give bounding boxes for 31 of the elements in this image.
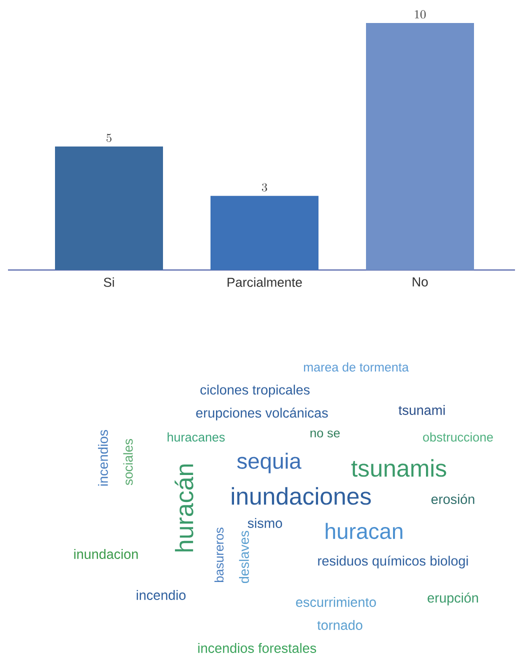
text: inundacion <box>74 549 138 559</box>
text: inundaciones <box>232 487 371 505</box>
x-tick-label: Si <box>104 277 114 287</box>
text: no se <box>310 430 340 438</box>
text: obstruccione <box>423 432 493 442</box>
text: incendios <box>98 430 108 486</box>
text: deslaves <box>239 530 249 584</box>
x-tick-label: No <box>412 277 428 286</box>
text: sequia <box>237 452 302 474</box>
text: erupciones volcánicas <box>196 408 328 420</box>
text: erupción <box>428 592 478 606</box>
text: tsunami <box>398 405 445 415</box>
x-tick-label: Parcialmente <box>228 277 302 287</box>
text: residuos químicos biologi <box>318 556 468 568</box>
text: tsunamis <box>351 459 446 477</box>
data-label: 10 <box>414 10 426 19</box>
text: tornado <box>317 620 362 630</box>
text: huracan <box>326 522 402 540</box>
text: ciclones tropicales <box>200 384 310 398</box>
text: huracanes <box>168 432 225 442</box>
text: escurrimiento <box>296 597 376 607</box>
text: sismo <box>248 518 282 528</box>
data-label: 3 <box>262 183 268 192</box>
text: sociales <box>123 438 133 486</box>
text: incendio <box>136 590 186 600</box>
data-label: 5 <box>106 134 112 142</box>
text: basureros <box>214 528 224 582</box>
text: incendios forestales <box>198 643 316 653</box>
text: huracán <box>174 464 194 552</box>
text: erosión <box>431 494 474 504</box>
text: marea de tormenta <box>304 362 409 372</box>
